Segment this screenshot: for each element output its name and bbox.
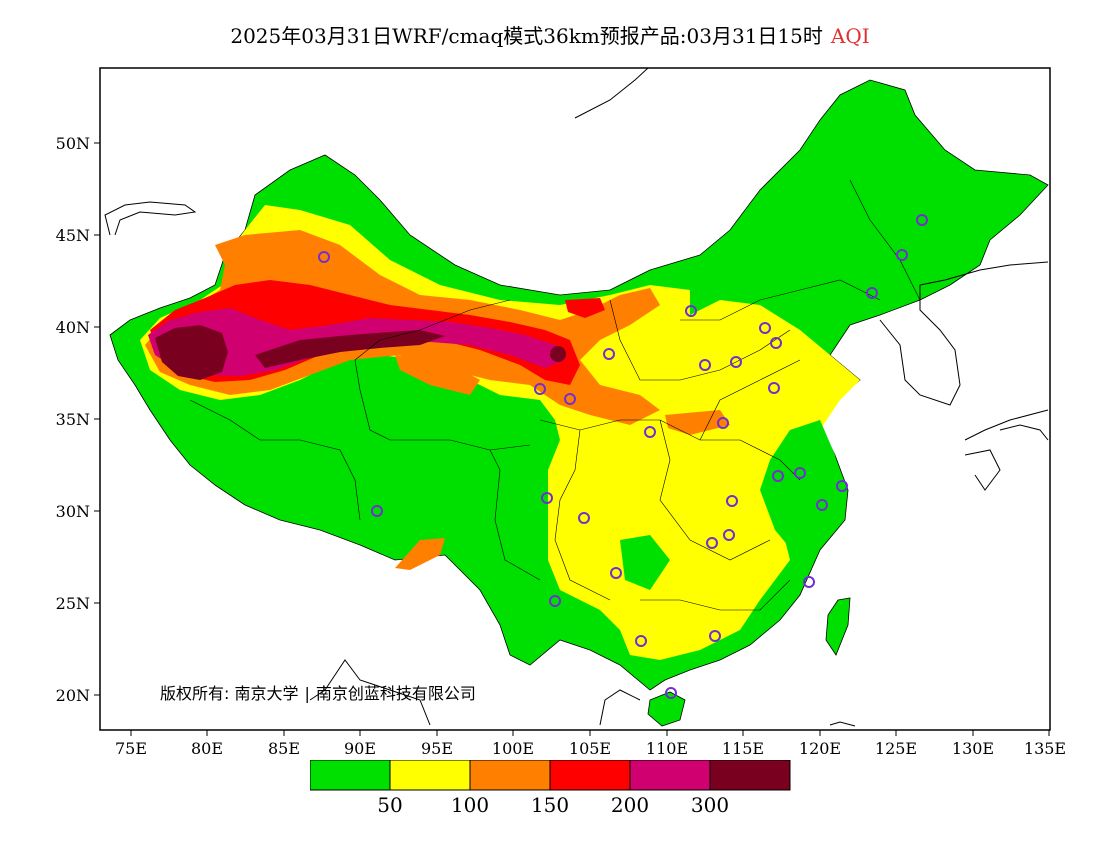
hainan-island <box>647 691 686 727</box>
lat-tick-label: 45N <box>56 226 90 245</box>
city-markers <box>318 214 928 699</box>
coastline-japan <box>964 409 1049 491</box>
legend-label: 50 <box>377 793 402 817</box>
copyright-notice: 版权所有: 南京大学 | 南京创蓝科技有限公司 <box>160 680 476 704</box>
taiwan-island <box>825 597 851 656</box>
lat-tick-label: 35N <box>56 410 90 429</box>
lon-tick-label: 120E <box>799 739 841 758</box>
lon-tick-label: 110E <box>646 739 688 758</box>
lat-axis <box>94 142 100 696</box>
legend-label: 300 <box>691 793 729 817</box>
color-legend: 50 100 150 200 300 <box>310 760 791 817</box>
legend-swatch <box>389 760 471 791</box>
lat-tick-label: 40N <box>56 318 90 337</box>
province-boundaries <box>189 179 921 611</box>
legend-label: 100 <box>451 793 489 817</box>
lon-tick-label: 85E <box>268 739 300 758</box>
legend-swatch <box>709 760 791 791</box>
lon-tick-label: 90E <box>344 739 376 758</box>
coastline-russia <box>104 67 649 236</box>
lon-tick-label: 130E <box>952 739 994 758</box>
region-orange-small-3 <box>395 538 445 570</box>
copyright-org-1: 南京大学 <box>234 684 299 703</box>
lat-tick-label: 30N <box>56 502 90 521</box>
title-variable: AQI <box>830 24 870 48</box>
legend-swatch <box>310 760 391 791</box>
lon-axis <box>130 730 1050 736</box>
region-darkred <box>155 325 228 380</box>
lat-tick-label: 25N <box>56 594 90 613</box>
region-orange-small-2 <box>665 410 730 435</box>
region-darkred-band <box>255 330 445 368</box>
lon-tick-label: 105E <box>569 739 611 758</box>
lat-tick-label: 50N <box>56 134 90 153</box>
lon-tick-label: 135E <box>1024 739 1066 758</box>
legend-label: 200 <box>611 793 649 817</box>
copyright-org-2: 南京创蓝科技有限公司 <box>315 684 476 703</box>
title-text: 2025年03月31日WRF/cmaq模式36km预报产品:03月31日15时 <box>230 24 823 48</box>
lon-tick-label: 100E <box>492 739 534 758</box>
region-green-east <box>760 420 845 560</box>
legend-labels: 50 100 150 200 300 <box>377 793 729 817</box>
legend-swatches <box>310 760 791 791</box>
lon-tick-label: 95E <box>421 739 453 758</box>
coastline-korea-japan <box>879 261 1049 406</box>
lat-tick-label: 20N <box>56 686 90 705</box>
lon-tick-label: 80E <box>191 739 223 758</box>
legend-swatch <box>629 760 711 791</box>
coastline-southeast-asia <box>309 659 856 727</box>
map-title: 2025年03月31日WRF/cmaq模式36km预报产品:03月31日15时 A… <box>0 20 1100 49</box>
region-orange-small-1 <box>395 355 480 395</box>
copyright-separator: | <box>304 684 310 703</box>
lon-tick-label: 115E <box>722 739 764 758</box>
lon-tick-label: 125E <box>875 739 917 758</box>
region-red-small <box>565 298 605 318</box>
lon-tick-label: 75E <box>115 739 147 758</box>
legend-swatch <box>549 760 631 791</box>
copyright-label: 版权所有: <box>160 684 230 703</box>
legend-swatch <box>469 760 551 791</box>
legend-label: 150 <box>531 793 569 817</box>
hotspot-darkred <box>550 346 566 362</box>
region-green-south <box>620 535 670 590</box>
